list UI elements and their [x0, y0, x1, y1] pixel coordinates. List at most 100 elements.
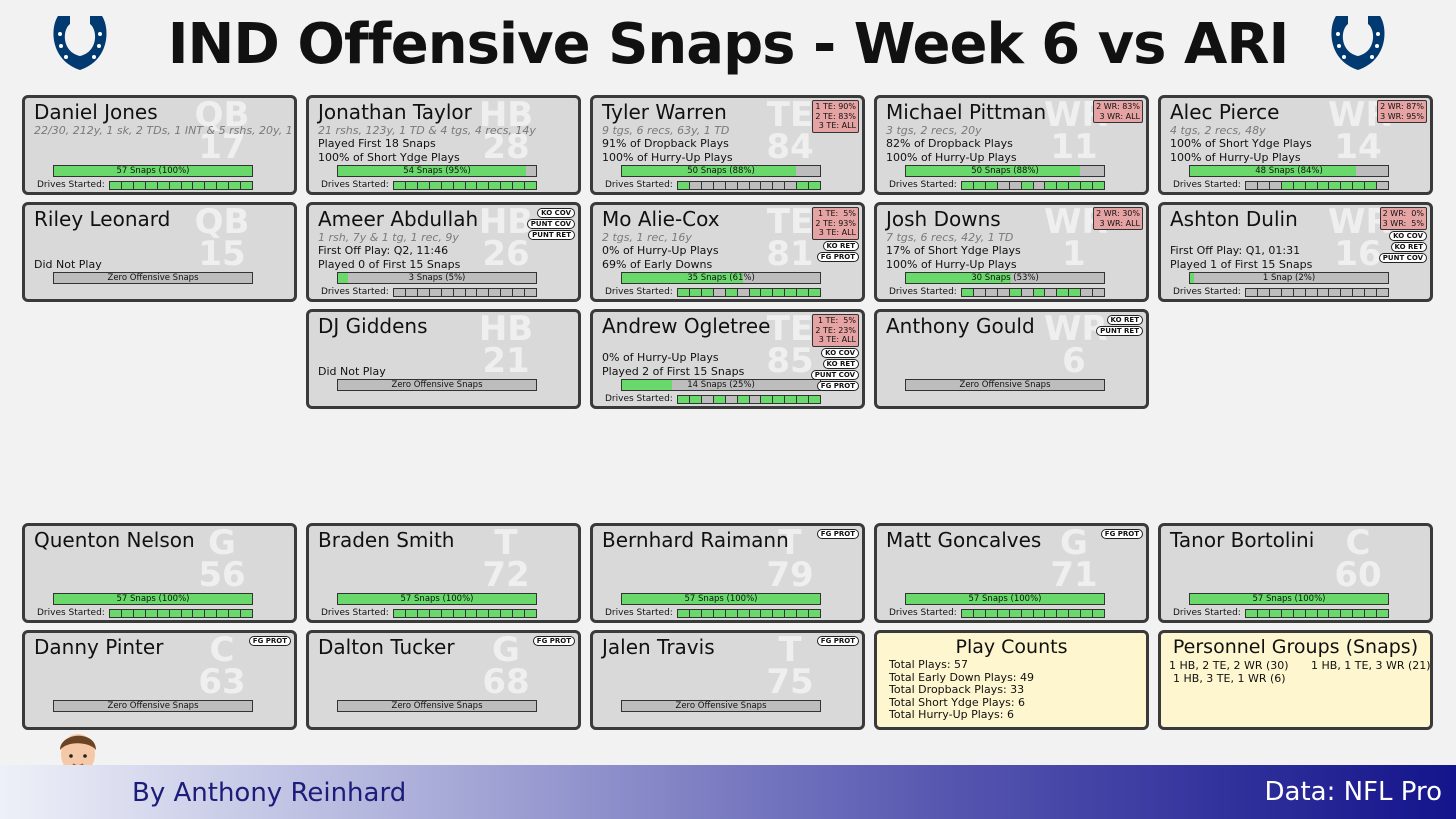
usage-note: Played 1 of First 15 Snaps — [1170, 258, 1313, 271]
personnel-share-box: 2 WR: 87% 3 WR: 95% — [1377, 100, 1427, 123]
snap-bar-fill — [338, 166, 527, 176]
position-watermark: TE 81 — [766, 202, 814, 274]
usage-note: Did Not Play — [318, 365, 386, 378]
snap-bar-label: Zero Offensive Snaps — [675, 701, 767, 711]
drive-cell — [1257, 610, 1270, 617]
player-name: Daniel Jones — [34, 100, 158, 124]
drive-cell — [749, 610, 762, 617]
usage-note: First Off Play: Q1, 01:31 — [1170, 244, 1301, 257]
drives-strip — [109, 609, 253, 618]
drive-cell — [749, 289, 762, 296]
personnel-group: 1 HB, 3 TE, 1 WR (6) — [1173, 672, 1286, 685]
snap-bar: Zero Offensive Snaps — [905, 379, 1105, 391]
snap-bar-fill — [906, 273, 1011, 283]
drive-cell — [1341, 610, 1354, 617]
usage-note: 100% of Short Ydge Plays — [318, 151, 460, 164]
special-teams-tags: KO RET PUNT RET — [1096, 315, 1143, 336]
special-teams-tags: FG PROT — [816, 529, 859, 539]
drive-cell — [678, 289, 690, 296]
drive-cell — [193, 182, 206, 189]
byline: By Anthony Reinhard — [132, 778, 407, 808]
drive-cell — [477, 610, 490, 617]
drive-cell — [217, 182, 230, 189]
drive-cell — [809, 182, 821, 189]
stat-line: 2 tgs, 1 rec, 16y — [602, 231, 692, 244]
special-teams-tags: FG PROT — [248, 636, 291, 646]
drive-cell — [785, 610, 798, 617]
player-name: Ashton Dulin — [1170, 207, 1298, 231]
snap-bar-label: 57 Snaps (100%) — [400, 594, 474, 604]
drive-cell — [1009, 182, 1022, 189]
drive-cell — [737, 182, 750, 189]
special-teams-tag: PUNT RET — [1096, 326, 1143, 336]
snap-bar: 57 Snaps (100%) — [337, 593, 537, 605]
drive-cell — [737, 396, 750, 403]
drive-cell — [1045, 610, 1058, 617]
drive-cell — [1317, 289, 1330, 296]
drive-cell — [513, 289, 526, 296]
player-card: HB 26 Ameer Abdullah 1 rsh, 7y & 1 tg, 1 re… — [306, 202, 581, 302]
snap-bar-label: 14 Snaps (25%) — [687, 380, 755, 390]
drive-cell — [689, 289, 702, 296]
drive-cell — [1353, 610, 1366, 617]
drive-cell — [1057, 610, 1070, 617]
drive-cell — [997, 289, 1010, 296]
drive-cell — [1281, 610, 1294, 617]
drive-cell — [713, 396, 726, 403]
drive-cell — [713, 289, 726, 296]
drives-label: Drives Started: — [1173, 608, 1241, 618]
snap-bar-label: Zero Offensive Snaps — [391, 701, 483, 711]
drive-cell — [761, 396, 774, 403]
drive-cell — [1033, 289, 1046, 296]
special-teams-tags: KO COV KO RET PUNT COV FG PROT — [810, 347, 859, 391]
usage-note: 69% of Early Downs — [602, 258, 713, 271]
drive-cell — [797, 396, 810, 403]
stat-line: 1 rsh, 7y & 1 tg, 1 rec, 9y — [318, 231, 459, 244]
position-watermark: T 75 — [766, 630, 814, 702]
personnel-share-box: 2 WR: 83% 3 WR: ALL — [1093, 100, 1143, 123]
special-teams-tag: FG PROT — [816, 251, 859, 262]
drive-cell — [1257, 289, 1270, 296]
play-counts-panel: Play Counts Total Plays: 57 Total Early … — [874, 630, 1149, 730]
snap-bar: Zero Offensive Snaps — [337, 379, 537, 391]
drive-cell — [489, 610, 502, 617]
drive-cell — [701, 610, 714, 617]
personnel-share-box: 2 WR: 0% 3 WR: 5% — [1379, 207, 1427, 230]
snap-bar-fill — [1190, 594, 1388, 604]
snap-bar-fill — [54, 166, 252, 176]
drives-label: Drives Started: — [605, 180, 673, 190]
drive-cell — [441, 610, 454, 617]
drive-cell — [1057, 289, 1070, 296]
drive-cell — [465, 289, 478, 296]
drive-cell — [973, 289, 986, 296]
snap-bar-label: 57 Snaps (100%) — [684, 594, 758, 604]
drive-cell — [773, 610, 786, 617]
drives-strip — [677, 395, 821, 404]
position-watermark: WR 6 — [1044, 309, 1108, 381]
drive-cell — [1281, 182, 1294, 189]
player-name: DJ Giddens — [318, 314, 428, 338]
drive-cell — [453, 182, 466, 189]
drive-cell — [773, 396, 786, 403]
drive-cell — [441, 289, 454, 296]
drive-cell — [1081, 182, 1094, 189]
snap-bar-fill — [1190, 166, 1357, 176]
stat-line: 3 tgs, 2 recs, 20y — [886, 124, 982, 137]
drive-cell — [229, 182, 242, 189]
drive-cell — [1269, 610, 1282, 617]
drive-cell — [489, 289, 502, 296]
drive-cell — [773, 289, 786, 296]
drives-label: Drives Started: — [37, 180, 105, 190]
drives-strip — [393, 288, 537, 297]
drive-cell — [1329, 289, 1342, 296]
position-watermark: G 68 — [482, 630, 530, 702]
drive-cell — [701, 396, 714, 403]
snap-bar-label: 3 Snaps (5%) — [408, 273, 466, 283]
stat-line: 9 tgs, 6 recs, 63y, 1 TD — [602, 124, 730, 137]
drive-cell — [477, 182, 490, 189]
drive-cell — [797, 182, 810, 189]
personnel-share-box: 1 TE: 5% 2 TE: 23% 3 TE: ALL — [812, 314, 859, 347]
drive-cell — [453, 289, 466, 296]
play-counts-title: Play Counts — [955, 636, 1068, 658]
